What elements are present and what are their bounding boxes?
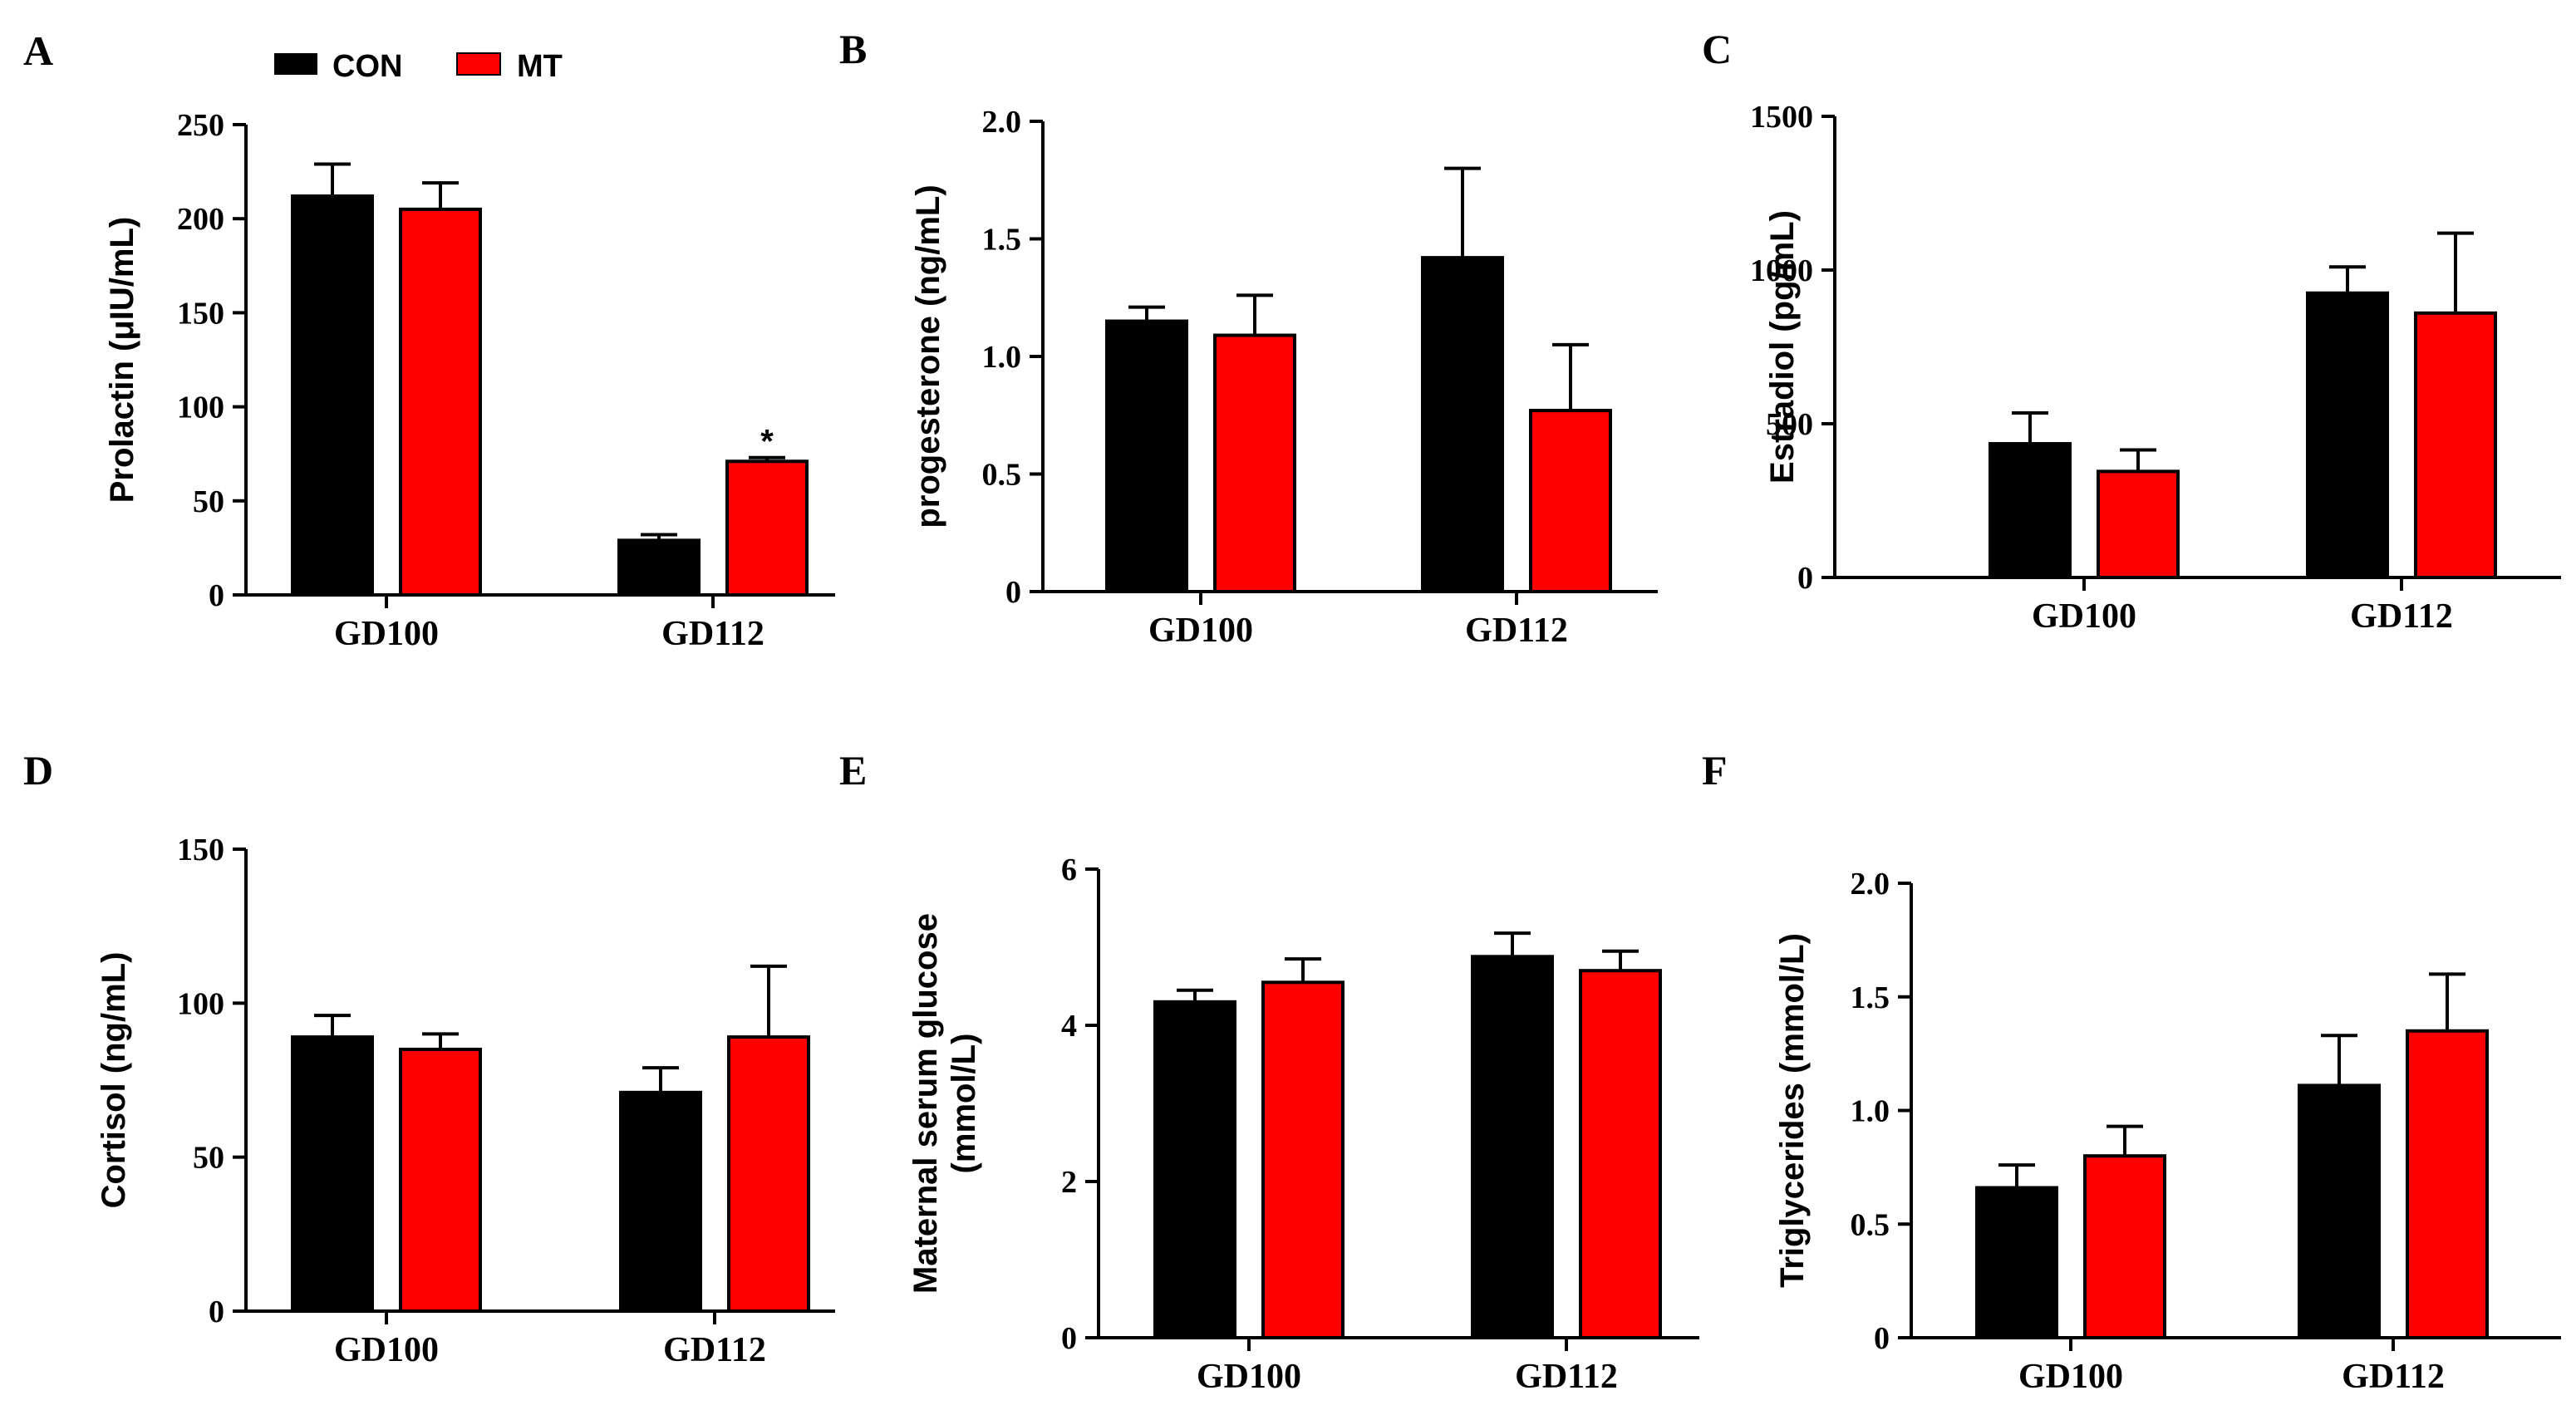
legend-swatch-con	[274, 53, 317, 75]
chart-panel-c: C Estradiol (pg/mL) 0 500 1000 1500 GD100 GD112	[1702, 26, 2561, 636]
y-tick-label-c: 1500	[1750, 100, 1813, 135]
y-tick-label-b: 1.0	[982, 340, 1022, 375]
y-tick-label-e: 4	[1061, 1009, 1077, 1044]
x-tick-label-c: GD100	[2032, 597, 2136, 636]
y-tick-label-d: 50	[193, 1141, 224, 1176]
y-tick-label-a: 200	[177, 202, 224, 237]
bar-b-mt-gd112	[1529, 409, 1612, 593]
y-axis-title-f: Triglycerides (mmol/L)	[1774, 933, 1811, 1288]
legend-swatch-mt	[456, 52, 501, 76]
y-tick-label-b: 0	[1005, 575, 1021, 610]
y-tick-label-b: 1.5	[982, 223, 1022, 258]
bar-d-con-gd112	[619, 1090, 702, 1313]
panel-label-e: E	[839, 747, 867, 793]
y-tick-label-c: 0	[1797, 561, 1813, 596]
panel-label-f: F	[1702, 747, 1728, 793]
bar-b-con-gd112	[1421, 256, 1504, 593]
y-tick-label-a: 250	[177, 108, 224, 143]
bar-c-con-gd100	[1989, 442, 2072, 579]
y-tick-label-e: 0	[1061, 1321, 1077, 1356]
chart-panel-f: F Triglycerides (mmol/L) 0 0.5 1.0 1.5 2.0 GD10…	[1702, 747, 2561, 1396]
y-tick-label-a: 100	[177, 391, 224, 425]
x-tick-label-e: GD112	[1515, 1358, 1618, 1396]
y-tick-label-c: 500	[1766, 407, 1813, 442]
y-tick-label-d: 0	[209, 1295, 224, 1329]
bar-a-mt-gd112	[725, 459, 809, 597]
legend: CON MT	[274, 49, 563, 84]
x-tick-label-a: GD100	[334, 615, 439, 653]
bar-b-mt-gd100	[1213, 333, 1296, 593]
x-tick-label-c: GD112	[2350, 597, 2453, 636]
bar-a-mt-gd100	[399, 207, 482, 597]
bar-d-mt-gd112	[727, 1035, 810, 1314]
y-tick-label-d: 150	[177, 833, 224, 867]
panel-label-c: C	[1702, 26, 1732, 72]
bar-f-con-gd100	[1975, 1186, 2058, 1339]
y-axis-title-a: Prolactin (μIU/mL)	[104, 217, 140, 504]
bar-a-con-gd100	[291, 194, 374, 597]
y-tick-label-f: 1.0	[1851, 1094, 1890, 1129]
x-tick-label-d: GD100	[334, 1331, 439, 1369]
y-tick-label-a: 0	[209, 578, 224, 613]
y-tick-label-a: 150	[177, 296, 224, 331]
significance-marker-a: *	[760, 424, 774, 460]
x-tick-label-b: GD100	[1148, 612, 1253, 650]
y-tick-label-f: 0.5	[1851, 1207, 1890, 1242]
y-tick-label-f: 2.0	[1851, 867, 1890, 902]
y-tick-label-d: 100	[177, 986, 224, 1021]
y-tick-label-c: 1000	[1750, 253, 1813, 288]
y-tick-label-b: 0.5	[982, 458, 1022, 493]
bar-e-mt-gd100	[1261, 980, 1345, 1340]
y-tick-label-e: 6	[1061, 852, 1077, 887]
panel-label-b: B	[839, 26, 867, 72]
legend-label-mt: MT	[517, 49, 563, 84]
y-axis-title-e-line-1: Maternal serum glucose	[907, 913, 944, 1294]
bar-c-mt-gd100	[2097, 469, 2180, 579]
x-tick-label-b: GD112	[1465, 612, 1568, 650]
legend-label-con: CON	[332, 49, 402, 84]
y-tick-label-b: 2.0	[982, 105, 1022, 140]
bar-e-con-gd100	[1153, 1000, 1236, 1340]
y-tick-label-a: 50	[193, 484, 224, 519]
bar-e-con-gd112	[1471, 955, 1554, 1340]
x-tick-label-f: GD112	[2342, 1358, 2445, 1396]
bar-f-mt-gd100	[2083, 1154, 2166, 1339]
bar-e-mt-gd112	[1579, 969, 1662, 1339]
bar-d-con-gd100	[291, 1035, 374, 1314]
chart-panel-d: D Cortisol (ng/mL) 0 50 100 150 GD100 GD112	[23, 747, 835, 1369]
panel-label-a: A	[23, 27, 53, 74]
bar-b-con-gd100	[1105, 319, 1188, 593]
panel-label-d: D	[23, 747, 53, 793]
x-tick-label-f: GD100	[2018, 1358, 2123, 1396]
y-axis-title-c: Estradiol (pg/mL)	[1764, 210, 1801, 484]
bar-a-con-gd112	[617, 538, 701, 597]
x-tick-label-e: GD100	[1197, 1358, 1301, 1396]
y-axis-title-b: progesterone (ng/mL)	[910, 184, 946, 528]
chart-panel-e: E Maternal serum glucose (mmol/L) 0 2 4 6 GD100…	[839, 747, 1699, 1396]
y-axis-title-d: Cortisol (ng/mL)	[96, 952, 132, 1209]
bar-c-con-gd112	[2306, 291, 2389, 579]
bar-f-mt-gd112	[2406, 1029, 2489, 1340]
bar-c-mt-gd112	[2414, 311, 2497, 579]
bar-d-mt-gd100	[399, 1047, 482, 1314]
y-tick-label-f: 0	[1874, 1321, 1890, 1356]
y-tick-label-e: 2	[1061, 1165, 1077, 1200]
bar-f-con-gd112	[2298, 1083, 2381, 1340]
chart-panel-a: A Prolactin (μIU/mL) 0 50 100 150 200 250 GD100 G…	[23, 27, 835, 653]
x-tick-label-d: GD112	[663, 1331, 766, 1369]
y-axis-title-e-line-2: (mmol/L)	[946, 1034, 982, 1174]
y-tick-label-f: 1.5	[1851, 980, 1890, 1015]
x-tick-label-a: GD112	[661, 615, 764, 653]
